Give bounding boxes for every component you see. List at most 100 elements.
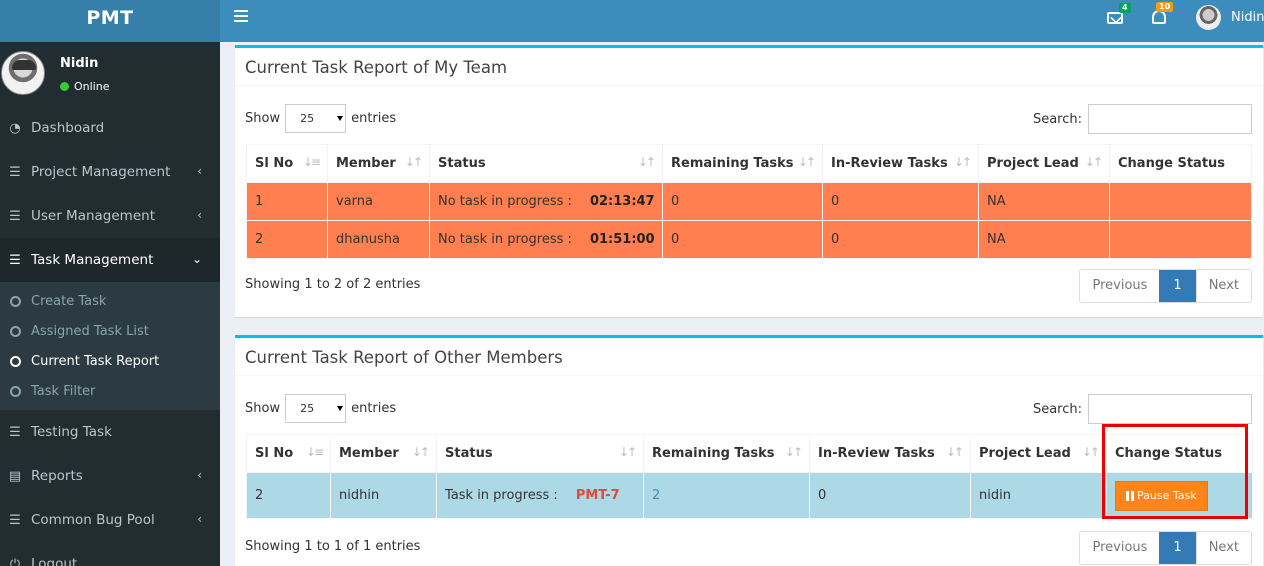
bell-icon[interactable] [1152,10,1166,24]
list-icon: ☰ [9,424,21,440]
next-button[interactable]: Next [1195,532,1251,564]
sidebar-item-label: Dashboard [31,120,105,136]
column-header-label: Member [336,156,396,171]
navbar-user-name[interactable]: Nidin [1231,10,1264,25]
sort-icon: ↓↑ [945,445,964,459]
column-header[interactable]: Sl No ↓≡ [246,434,331,473]
column-header-label: Project Lead [987,156,1079,171]
entries-length-control: Show 25 entries [245,104,396,133]
column-header[interactable]: Remaining Tasks ↓↑ [662,144,823,183]
cell-remaining: 0 [662,182,823,221]
previous-button[interactable]: Previous [1092,540,1148,555]
column-header[interactable]: Member ↓↑ [330,434,437,473]
sidebar-item-project-management[interactable]: ☰ Project Management ‹ [0,150,220,194]
sort-icon: ↓↑ [797,155,816,169]
table-row: 2 dhanusha No task in progress : 01:51:00… [246,220,1252,259]
sidebar-item-user-management[interactable]: ☰ User Management ‹ [0,194,220,238]
remaining-tasks-link[interactable]: 2 [652,488,661,503]
chevron-left-icon: ‹ [197,468,202,482]
entries-length-control: Show 25 entries [245,394,396,423]
user-avatar [1,51,45,95]
previous-button[interactable]: Previous [1092,278,1148,293]
other-members-report-table: Sl No ↓≡ Member ↓↑ Status ↓↑ Remaining Task… [246,434,1253,519]
cell-change [1109,220,1252,259]
submenu-item-current-task-report[interactable]: Current Task Report [0,346,220,376]
list-icon: ☰ [9,252,21,268]
entries-select[interactable]: 25 [285,104,347,133]
sidebar-item-task-management[interactable]: ☰ Task Management ⌄ [0,238,220,282]
column-header-label: Remaining Tasks [671,156,794,171]
entries-label: entries [351,111,397,126]
search-control: Search: [1033,104,1252,134]
sort-icon: ↓↑ [1084,155,1103,169]
column-header[interactable]: Project Lead ↓↑ [978,144,1110,183]
sort-icon: ↓↑ [411,445,430,459]
pause-task-button[interactable]: Pause Task [1115,480,1208,511]
column-header[interactable]: Sl No ↓≡ [246,144,328,183]
column-header[interactable]: Status ↓↑ [429,144,663,183]
submenu-item-task-filter[interactable]: Task Filter [0,376,220,406]
search-input[interactable] [1088,394,1252,424]
next-button[interactable]: Next [1195,270,1251,302]
sidebar-item-logout[interactable]: ⏻ Logout [0,542,220,566]
column-header[interactable]: In-Review Tasks ↓↑ [809,434,971,473]
column-header[interactable]: Remaining Tasks ↓↑ [643,434,810,473]
entries-select[interactable]: 25 [285,394,347,423]
column-header: Change Status [1106,434,1253,473]
cell-lead: nidin [970,472,1107,519]
sort-icon: ↓↑ [1081,445,1100,459]
circle-icon [10,325,21,337]
circle-icon [10,355,21,367]
other-members-report-box: Current Task Report of Other Members Sho… [235,335,1263,566]
sort-icon: ↓↑ [784,445,803,459]
navbar-avatar[interactable] [1196,5,1221,30]
dashboard-icon: ◔ [9,120,21,136]
page-1-button[interactable]: 1 [1159,270,1196,302]
user-name: Nidin [60,56,99,71]
menu-toggle-icon[interactable] [234,10,248,22]
cell-status: No task in progress : 01:51:00 [429,220,663,259]
cell-sl: 1 [246,182,328,221]
user-status-label: Online [74,80,110,93]
list-icon: ☰ [9,208,21,224]
column-header[interactable]: In-Review Tasks ↓↑ [822,144,979,183]
search-input[interactable] [1088,104,1252,134]
cell-review: 0 [809,472,971,519]
table-row: 1 varna No task in progress :02:13:47 0 … [246,182,1252,221]
column-header[interactable]: Project Lead ↓↑ [970,434,1107,473]
column-header-label: Change Status [1115,446,1223,461]
sidebar-item-label: Common Bug Pool [31,512,155,528]
column-header-label: Status [445,446,493,461]
status-text: Task in progress : [445,488,558,503]
list-icon: ☰ [9,512,21,528]
sidebar-item-testing-task[interactable]: ☰ Testing Task [0,410,220,454]
pause-icon [1126,490,1134,501]
submenu-item-create-task[interactable]: Create Task [0,286,220,316]
notification-count-badge: 10 [1156,2,1174,12]
page-1-button[interactable]: 1 [1159,532,1196,564]
table-info: Showing 1 to 2 of 2 entries [245,277,421,292]
column-header-label: Status [438,156,486,171]
cell-status: Task in progress : PMT-7 [436,472,644,519]
column-header[interactable]: Member ↓↑ [327,144,430,183]
status-time: 02:13:47 [589,194,655,209]
column-header-label: Change Status [1118,156,1226,171]
cell-member: varna [327,182,430,221]
sidebar-item-label: User Management [31,208,155,224]
mail-icon[interactable] [1107,12,1123,24]
sidebar-item-common-bug-pool[interactable]: ☰ Common Bug Pool ‹ [0,498,220,542]
sort-asc-icon: ↓≡ [305,445,324,459]
pagination: Previous 1 Next [1079,531,1252,565]
sidebar-item-label: Logout [31,556,78,566]
sidebar-item-reports[interactable]: ▤ Reports ‹ [0,454,220,498]
entries-label: entries [351,401,397,416]
chevron-left-icon: ‹ [197,512,202,526]
sidebar-item-label: Testing Task [31,424,112,440]
cell-remaining: 0 [662,220,823,259]
submenu-item-assigned-task-list[interactable]: Assigned Task List [0,316,220,346]
mail-count-badge: 4 [1119,3,1131,13]
app-logo[interactable]: PMT [0,0,220,42]
sidebar-item-dashboard[interactable]: ◔ Dashboard [0,106,220,150]
show-label: Show [245,401,281,416]
column-header[interactable]: Status ↓↑ [436,434,644,473]
